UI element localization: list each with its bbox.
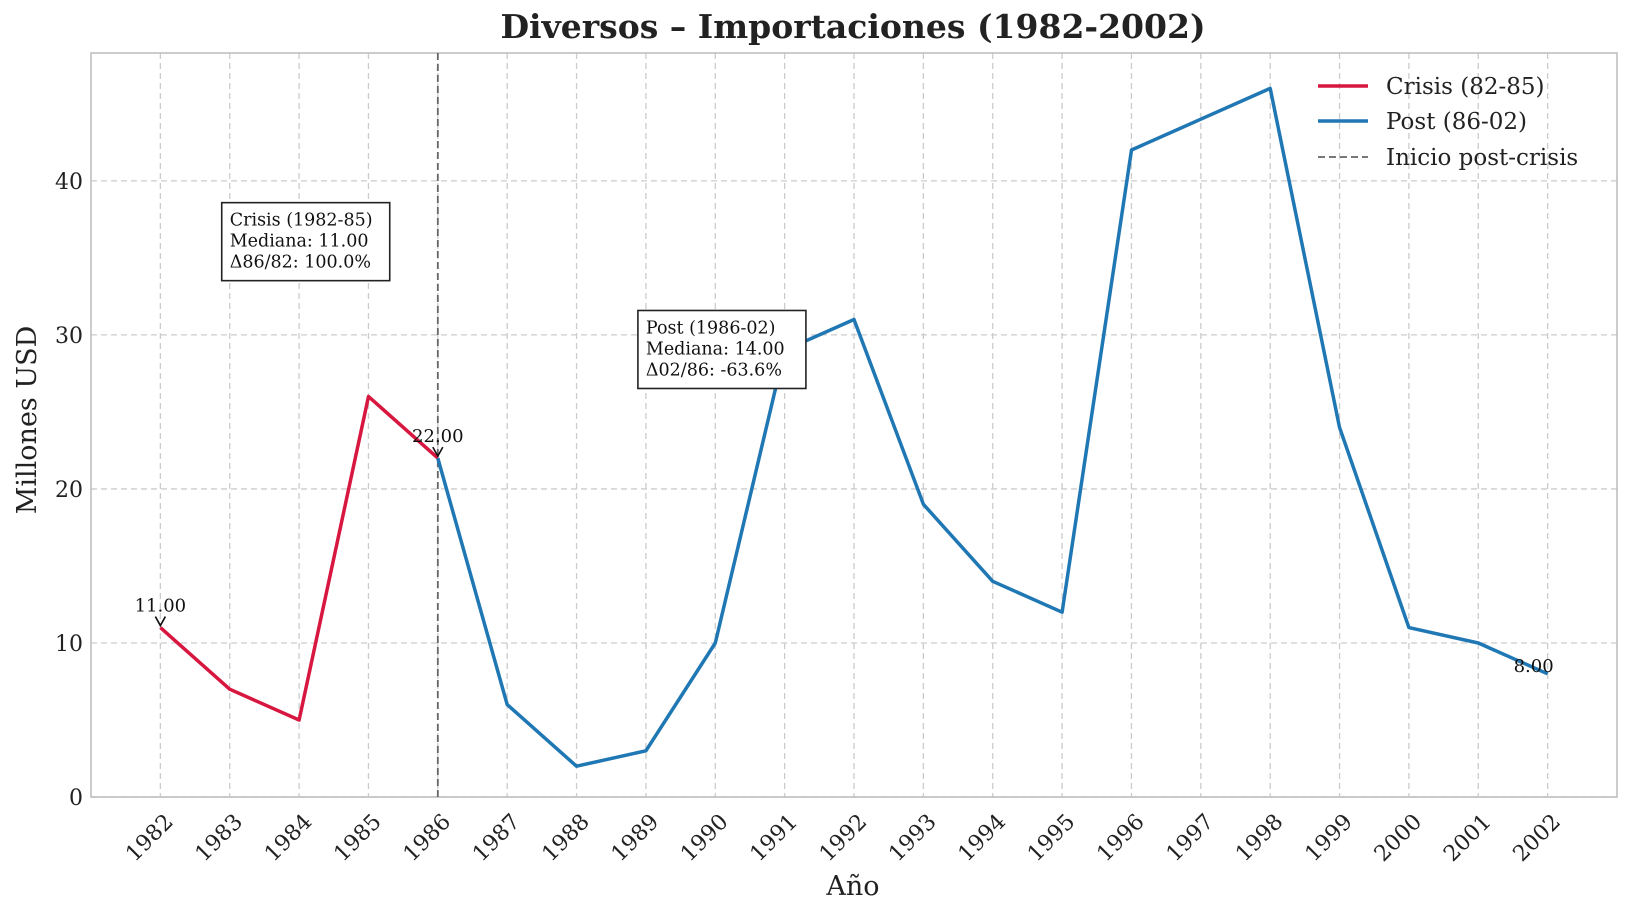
x-tick-2000: 2000 — [1370, 810, 1427, 867]
x-tick-1983: 1983 — [191, 810, 248, 867]
x-tick-labels: 1982 1983 1984 1985 1986 1987 1988 1989 1990 1991… — [121, 810, 1566, 867]
x-tick-1995: 1995 — [1023, 810, 1080, 867]
annotations: 11.00 22.00 8.00 — [135, 426, 1554, 677]
stat-box-1-line-1: Mediana: 14.00 — [646, 339, 785, 359]
x-tick-1985: 1985 — [329, 810, 386, 867]
x-tick-1996: 1996 — [1092, 810, 1149, 867]
plot-frame — [90, 52, 1618, 798]
stat-box-1-line-2: Δ02/86: -63.6% — [646, 360, 782, 380]
x-tick-1986: 1986 — [399, 810, 456, 867]
y-tick-0: 0 — [69, 786, 83, 811]
stat-box-0-line-2: Δ86/82: 100.0% — [230, 253, 371, 273]
point-arrow-0 — [154, 616, 167, 628]
x-tick-1998: 1998 — [1231, 810, 1288, 867]
stat-box-1-line-0: Post (1986-02) — [646, 318, 776, 338]
y-axis-label: Millones USD — [12, 326, 43, 515]
y-tick-30: 30 — [55, 324, 83, 349]
series-line-0 — [159, 394, 439, 722]
point-label-1: 22.00 — [412, 426, 464, 447]
x-tick-1991: 1991 — [746, 810, 803, 867]
point-label-0: 11.00 — [135, 596, 187, 617]
x-tick-2002: 2002 — [1509, 810, 1566, 867]
x-tick-1992: 1992 — [815, 810, 872, 867]
x-tick-1984: 1984 — [260, 810, 317, 867]
stat-box-0-line-0: Crisis (1982-85) — [230, 211, 373, 231]
point-label-2: 8.00 — [1514, 656, 1554, 677]
legend-label-vline: Inicio post-crisis — [1386, 145, 1578, 171]
x-axis-label: Año — [825, 871, 879, 902]
series-group — [159, 86, 1549, 768]
x-tick-1988: 1988 — [538, 810, 595, 867]
y-tick-10: 10 — [55, 632, 83, 657]
y-tick-40: 40 — [55, 170, 83, 195]
stat-box-0-line-1: Mediana: 11.00 — [230, 232, 369, 252]
x-tick-1987: 1987 — [468, 810, 525, 867]
x-tick-1989: 1989 — [607, 810, 664, 867]
stat-box-0 — [220, 201, 391, 282]
x-tick-1982: 1982 — [121, 810, 178, 867]
y-tick-labels: 0 10 20 30 40 — [55, 170, 83, 811]
series-line-1 — [436, 86, 1549, 768]
x-tick-1990: 1990 — [676, 810, 733, 867]
y-tick-20: 20 — [55, 478, 83, 503]
x-tick-2001: 2001 — [1439, 810, 1496, 867]
legend-label-crisis: Crisis (82-85) — [1386, 74, 1544, 100]
stat-box-1 — [637, 309, 807, 390]
point-arrow-1 — [432, 446, 444, 458]
x-tick-1993: 1993 — [884, 810, 941, 867]
x-tick-1994: 1994 — [954, 810, 1011, 867]
legend: Crisis (82-85) Post (86-02) Inicio post-… — [1318, 74, 1578, 171]
legend-label-post: Post (86-02) — [1386, 109, 1527, 135]
x-tick-1997: 1997 — [1162, 810, 1219, 867]
x-tick-1999: 1999 — [1301, 810, 1358, 867]
chart-title: Diversos – Importaciones (1982-2002) — [500, 7, 1205, 46]
